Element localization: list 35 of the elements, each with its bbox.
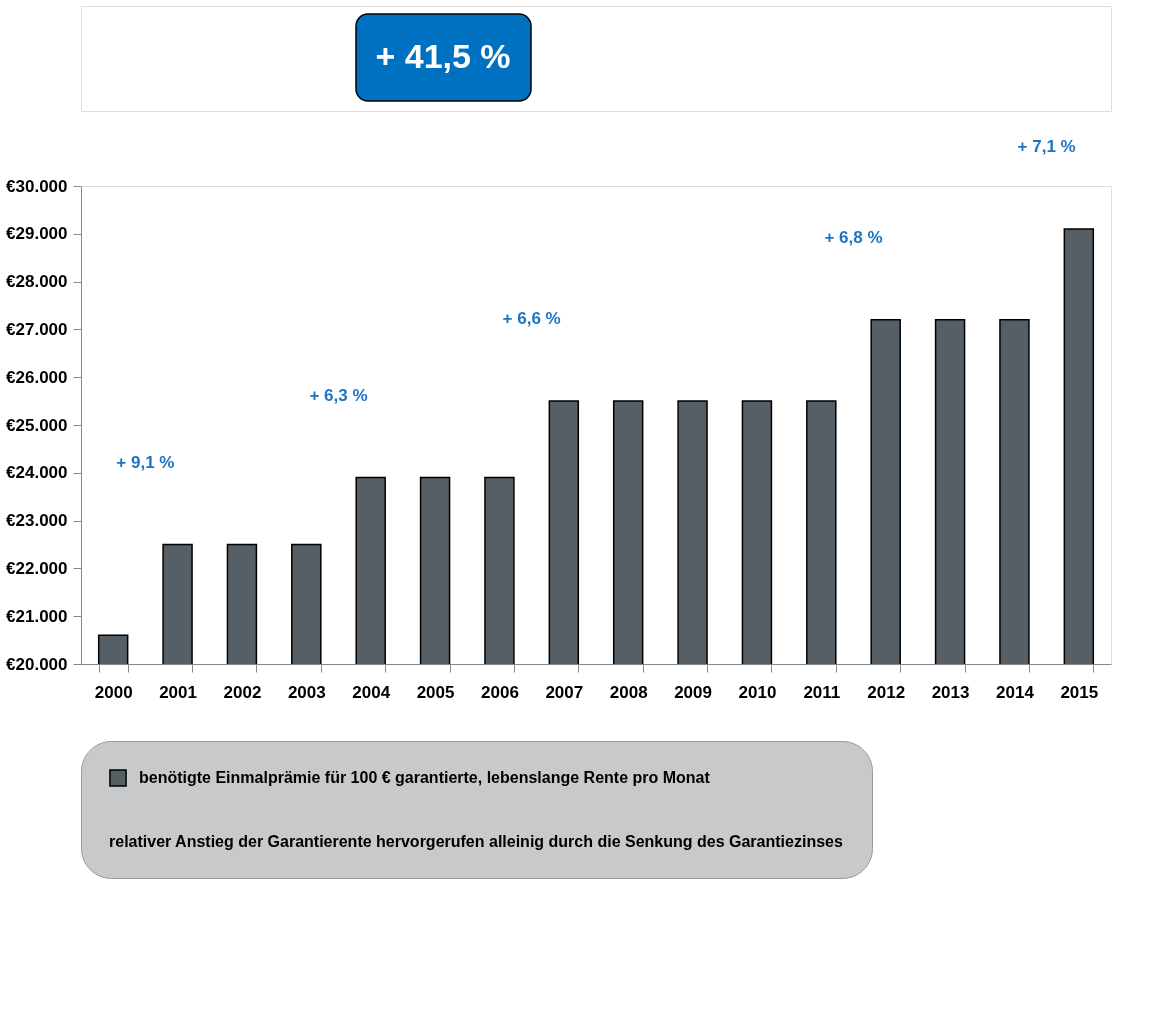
text: + 7,1 % xyxy=(1017,137,1076,157)
y-tick-label: €28.000 xyxy=(6,272,68,292)
annotation: + 6,3 % xyxy=(309,385,368,405)
x-tick-label: 2011 xyxy=(803,682,841,702)
x-tick-label: 2010 xyxy=(738,682,777,702)
x-tick-label: 2004 xyxy=(352,682,391,702)
x-tick-label: 2006 xyxy=(481,682,519,702)
x-tick-label: 2003 xyxy=(287,682,326,702)
annotation: + 6,8 % xyxy=(824,227,883,247)
x-tick-label: 2012 xyxy=(867,682,906,702)
y-tick-label: €23.000 xyxy=(6,511,68,531)
x-tick-label: 2013 xyxy=(931,682,970,702)
y-tick-label: €30.000 xyxy=(6,176,68,196)
x-tick-label: 2001 xyxy=(159,682,197,702)
x-tick-label: 2008 xyxy=(609,682,648,702)
text: relativer Anstieg der Garantierente hervorgerufen alleinig durch die Senkung des Garantiezinses xyxy=(109,833,843,850)
y-tick-label: €26.000 xyxy=(6,367,68,387)
y-tick-label: €29.000 xyxy=(6,224,68,244)
annotation: + 9,1 % xyxy=(116,452,175,472)
y-tick-label: €24.000 xyxy=(6,463,68,483)
y-tick-label: €21.000 xyxy=(6,606,68,626)
y-tick-label: €27.000 xyxy=(6,319,68,339)
x-tick-label: 2000 xyxy=(94,682,133,702)
x-tick-label: 2007 xyxy=(545,682,584,702)
x-tick-label: 2009 xyxy=(674,682,712,702)
x-tick-label: 2014 xyxy=(996,682,1035,702)
annotation: + 6,6 % xyxy=(502,309,561,329)
y-tick-label: €20.000 xyxy=(6,654,68,674)
x-tick-label: 2015 xyxy=(1060,682,1099,702)
y-tick-label: €22.000 xyxy=(6,558,68,578)
x-tick-label: 2002 xyxy=(223,682,262,702)
legend-label: benötigte Einmalprämie für 100 € garantierte, lebenslange Rente pro Monat xyxy=(139,769,711,786)
text: + 41,5 % xyxy=(375,37,511,75)
x-tick-label: 2005 xyxy=(416,682,455,702)
y-tick-label: €25.000 xyxy=(6,415,68,435)
